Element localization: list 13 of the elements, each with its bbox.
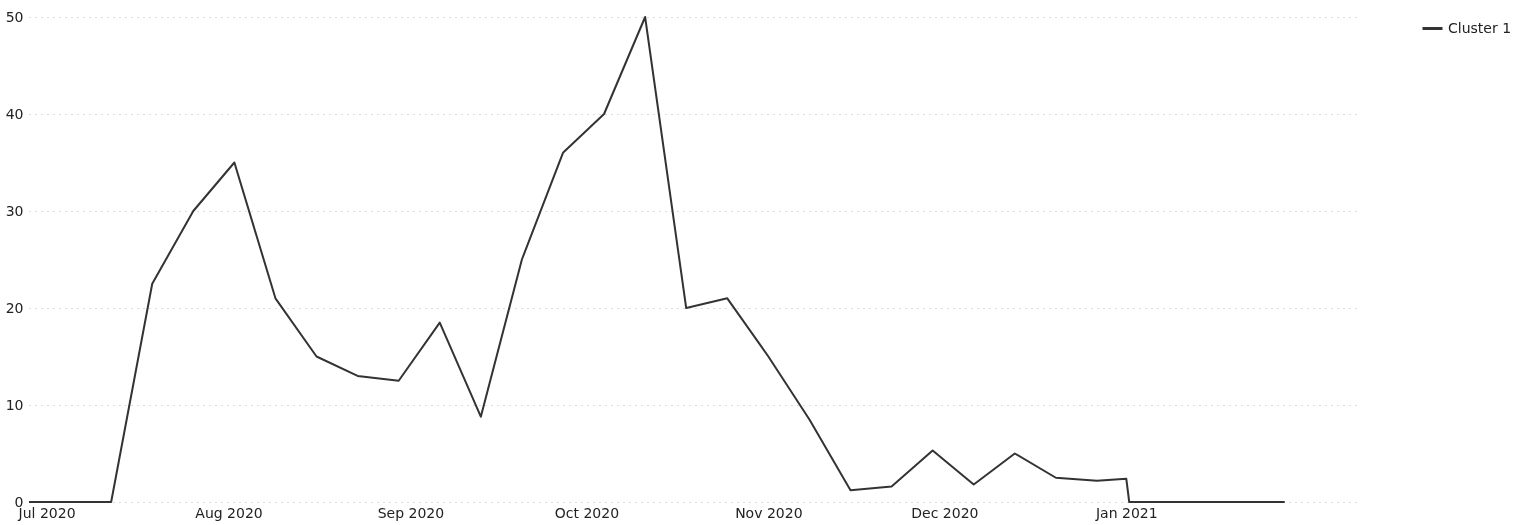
legend-label: Cluster 1 xyxy=(1448,19,1512,36)
x-tick-label: Oct 2020 xyxy=(554,504,620,521)
x-tick-label: Aug 2020 xyxy=(195,504,263,521)
x-tick-label: Jan 2021 xyxy=(1094,504,1158,521)
x-tick-label: Nov 2020 xyxy=(735,504,803,521)
line-series xyxy=(28,16,1286,503)
x-tick-label: Dec 2020 xyxy=(911,504,979,521)
y-tick-label: 40 xyxy=(5,105,24,122)
y-tick-label: 20 xyxy=(5,299,24,316)
y-tick-label: 50 xyxy=(5,8,24,25)
y-tick-label: 30 xyxy=(5,202,24,219)
x-tick-label: Sep 2020 xyxy=(377,504,445,521)
y-tick-label: 10 xyxy=(5,396,24,413)
